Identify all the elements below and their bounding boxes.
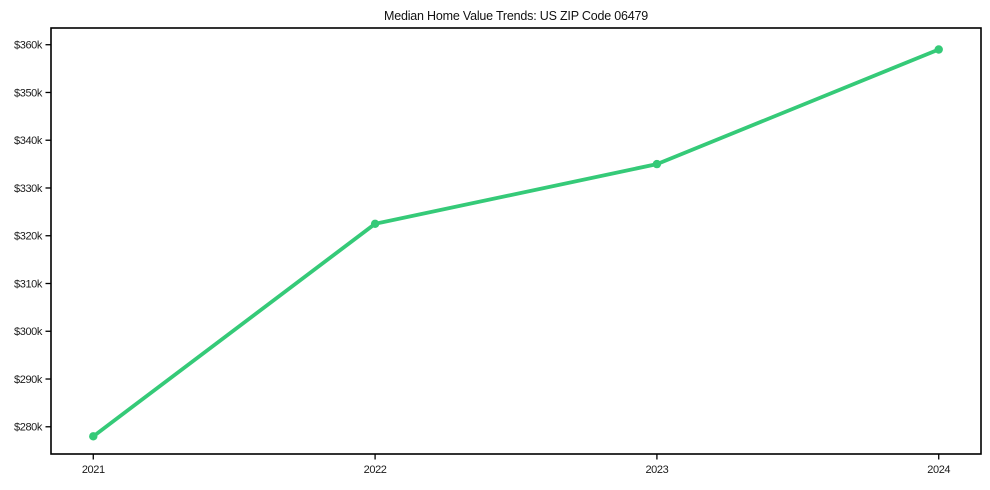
y-tick-label: $350k	[14, 87, 43, 99]
x-tick-label: 2021	[82, 464, 105, 476]
data-point-marker	[934, 45, 943, 54]
data-point-marker	[370, 219, 380, 229]
data-point-marker	[89, 432, 98, 441]
y-tick-label: $330k	[14, 183, 43, 195]
x-tick-label: 2024	[927, 464, 950, 476]
y-tick-label: $290k	[14, 374, 43, 386]
y-tick-label: $340k	[14, 135, 43, 147]
trend-line	[91, 47, 941, 439]
y-tick-label: $310k	[14, 278, 43, 290]
y-tick-label: $320k	[14, 231, 43, 243]
data-point-marker	[652, 159, 662, 169]
y-tick-label: $300k	[14, 326, 43, 338]
y-tick-label: $280k	[14, 422, 43, 434]
x-tick-label: 2022	[364, 464, 387, 476]
plot-border	[50, 27, 982, 455]
chart-title: Median Home Value Trends: US ZIP Code 06…	[384, 9, 648, 23]
x-tick-label: 2023	[645, 464, 668, 476]
y-tick-label: $360k	[14, 40, 43, 52]
